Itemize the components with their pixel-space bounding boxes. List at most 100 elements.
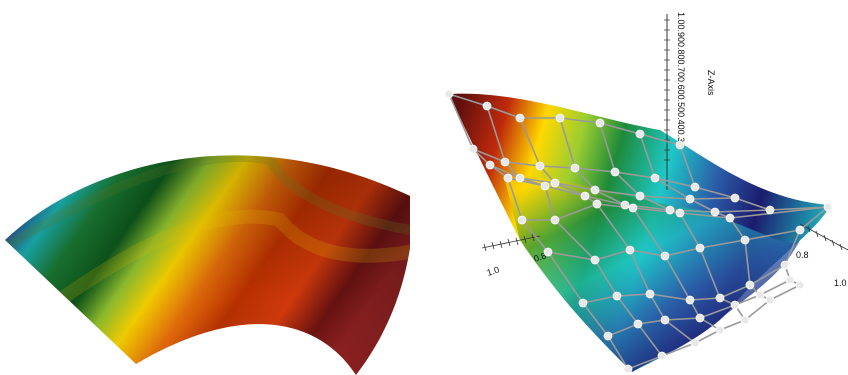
control-net-edge bbox=[639, 195, 671, 211]
control-point[interactable] bbox=[685, 295, 695, 305]
control-point[interactable] bbox=[660, 315, 670, 325]
control-point[interactable] bbox=[633, 319, 643, 329]
control-point[interactable] bbox=[555, 113, 565, 123]
control-point[interactable] bbox=[730, 193, 740, 203]
control-net-edge bbox=[616, 295, 639, 325]
control-point[interactable] bbox=[645, 289, 655, 299]
control-point[interactable] bbox=[482, 101, 492, 111]
control-point[interactable] bbox=[612, 291, 622, 301]
control-point[interactable] bbox=[628, 203, 638, 213]
control-net-edge bbox=[559, 117, 576, 169]
control-point[interactable] bbox=[603, 331, 613, 341]
control-net-edge bbox=[547, 251, 584, 304]
y-axis-tick-1-0: 1.0 bbox=[834, 278, 847, 288]
control-point[interactable] bbox=[660, 251, 670, 261]
control-net-edge bbox=[594, 189, 626, 206]
control-point[interactable] bbox=[515, 173, 525, 183]
control-point[interactable] bbox=[468, 144, 478, 154]
control-net-edge bbox=[769, 284, 801, 301]
control-point[interactable] bbox=[595, 118, 605, 128]
control-point[interactable] bbox=[745, 280, 755, 290]
control-net-edge bbox=[594, 249, 631, 261]
control-net-edge bbox=[784, 229, 801, 266]
control-point[interactable] bbox=[515, 113, 525, 123]
control-point[interactable] bbox=[590, 255, 600, 265]
control-point[interactable] bbox=[535, 161, 545, 171]
control-point[interactable] bbox=[780, 260, 790, 270]
control-point[interactable] bbox=[444, 89, 454, 99]
control-net-edge bbox=[614, 171, 641, 197]
control-net-edge bbox=[744, 299, 771, 321]
control-point[interactable] bbox=[590, 185, 600, 195]
control-point[interactable] bbox=[610, 167, 620, 177]
control-point[interactable] bbox=[625, 245, 635, 255]
control-point[interactable] bbox=[755, 290, 765, 300]
control-point[interactable] bbox=[635, 191, 645, 201]
control-point[interactable] bbox=[578, 298, 588, 308]
control-point[interactable] bbox=[675, 208, 685, 218]
control-net-edge bbox=[554, 219, 596, 261]
control-point[interactable] bbox=[740, 315, 750, 325]
control-point[interactable] bbox=[795, 280, 805, 290]
control-net-edge bbox=[679, 212, 731, 219]
control-point[interactable] bbox=[740, 235, 750, 245]
control-net-edge bbox=[574, 167, 596, 191]
control-net-edge bbox=[519, 177, 556, 184]
control-net-edge bbox=[749, 264, 786, 286]
control-net-edge bbox=[629, 249, 651, 295]
control-point[interactable] bbox=[690, 338, 700, 348]
control-point[interactable] bbox=[500, 157, 510, 167]
control-point[interactable] bbox=[690, 182, 700, 192]
control-point[interactable] bbox=[540, 181, 550, 191]
control-net-edge bbox=[679, 212, 701, 249]
control-net-edge bbox=[574, 167, 616, 173]
control-point[interactable] bbox=[675, 140, 685, 150]
control-point[interactable] bbox=[715, 293, 725, 303]
control-point[interactable] bbox=[503, 173, 513, 183]
control-point[interactable] bbox=[543, 247, 553, 257]
control-net-edge bbox=[639, 133, 681, 146]
control-point[interactable] bbox=[623, 364, 633, 374]
control-point[interactable] bbox=[715, 325, 725, 335]
control-net-edge bbox=[539, 165, 576, 169]
control-net-edge bbox=[664, 317, 701, 321]
control-point[interactable] bbox=[657, 351, 667, 361]
control-point[interactable] bbox=[550, 178, 560, 188]
control-point[interactable] bbox=[765, 295, 775, 305]
control-net-edge bbox=[486, 105, 506, 163]
control-point[interactable] bbox=[517, 215, 527, 225]
control-point[interactable] bbox=[650, 173, 660, 183]
control-point[interactable] bbox=[823, 202, 833, 212]
control-point[interactable] bbox=[785, 275, 795, 285]
control-point[interactable] bbox=[795, 225, 805, 235]
control-point[interactable] bbox=[730, 300, 740, 310]
control-point[interactable] bbox=[620, 200, 630, 210]
control-net-edge bbox=[637, 323, 663, 357]
control-point[interactable] bbox=[685, 194, 695, 204]
control-point[interactable] bbox=[695, 243, 705, 253]
control-point[interactable] bbox=[635, 129, 645, 139]
control-net-edge bbox=[582, 295, 618, 304]
control-net-edge bbox=[694, 186, 736, 199]
control-point[interactable] bbox=[570, 163, 580, 173]
control-net-edge bbox=[734, 197, 771, 211]
control-point[interactable] bbox=[725, 213, 735, 223]
control-net-edge bbox=[719, 319, 746, 331]
control-point[interactable] bbox=[580, 191, 590, 201]
control-point[interactable] bbox=[550, 215, 560, 225]
control-net-edge bbox=[607, 323, 639, 337]
control-net-edge bbox=[596, 203, 631, 251]
control-point[interactable] bbox=[485, 160, 495, 170]
control-point[interactable] bbox=[592, 199, 602, 209]
control-net-edge bbox=[547, 251, 596, 261]
control-net-edge bbox=[699, 304, 736, 319]
control-net-edge bbox=[559, 117, 601, 124]
control-point[interactable] bbox=[710, 207, 720, 217]
control-point[interactable] bbox=[665, 205, 675, 215]
control-point[interactable] bbox=[765, 205, 775, 215]
control-point[interactable] bbox=[695, 313, 705, 323]
control-net-edge bbox=[664, 247, 701, 257]
